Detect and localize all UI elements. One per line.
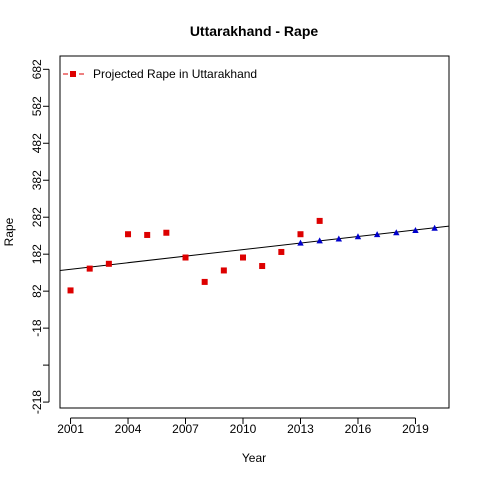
- x-tick-label: 2007: [172, 422, 199, 436]
- data-point-square: [182, 254, 189, 261]
- trend-line: [59, 225, 450, 271]
- data-point-square: [316, 217, 323, 224]
- x-tick-label: 2010: [230, 422, 257, 436]
- data-point-square: [201, 278, 208, 285]
- data-point-square: [163, 229, 170, 236]
- data-point-triangle: [354, 233, 362, 240]
- x-axis-title: Year: [242, 451, 266, 465]
- y-tick-label: 582: [30, 96, 44, 116]
- data-point-triangle: [393, 229, 400, 236]
- data-point-square: [220, 267, 227, 274]
- y-tick-label: 82: [30, 284, 44, 298]
- data-point-triangle: [297, 239, 304, 246]
- data-point-square: [240, 254, 247, 261]
- data-point-square: [125, 231, 132, 238]
- legend-marker: [70, 71, 76, 77]
- y-tick-label: 482: [30, 133, 44, 153]
- data-points: [67, 217, 438, 294]
- data-point-square: [144, 231, 151, 238]
- legend-label: Projected Rape in Uttarakhand: [93, 67, 257, 81]
- chart-title: Uttarakhand - Rape: [190, 23, 319, 39]
- data-point-square: [297, 231, 304, 238]
- data-point-square: [67, 287, 74, 294]
- data-point-square: [86, 265, 93, 272]
- y-tick-label: -18: [30, 319, 44, 337]
- y-tick-label: 182: [30, 244, 44, 264]
- data-point-square: [278, 248, 285, 255]
- data-point-triangle: [412, 227, 419, 234]
- legend: Projected Rape in Uttarakhand: [63, 67, 257, 81]
- x-axis: 2001 2004 2007 2010 2013 2016 2019: [57, 417, 429, 436]
- y-axis-title: Rape: [2, 217, 16, 246]
- y-axis: -218 -18 82 182 282 382 482 582 682: [30, 59, 50, 414]
- plot-frame: [59, 55, 450, 409]
- data-point-triangle: [335, 235, 343, 242]
- y-tick-label: 282: [30, 207, 44, 227]
- x-tick-label: 2004: [115, 422, 142, 436]
- data-point-triangle: [373, 231, 381, 238]
- x-tick-label: 2013: [287, 422, 314, 436]
- y-tick-label: 682: [30, 59, 44, 79]
- data-point-square: [105, 260, 112, 267]
- data-point-triangle: [316, 237, 323, 244]
- data-point-triangle: [431, 224, 438, 231]
- y-tick-label: -218: [30, 390, 44, 414]
- y-tick-label: 382: [30, 170, 44, 190]
- x-tick-label: 2016: [345, 422, 372, 436]
- data-point-square: [259, 263, 266, 270]
- x-tick-label: 2001: [57, 422, 84, 436]
- x-tick-label: 2019: [402, 422, 429, 436]
